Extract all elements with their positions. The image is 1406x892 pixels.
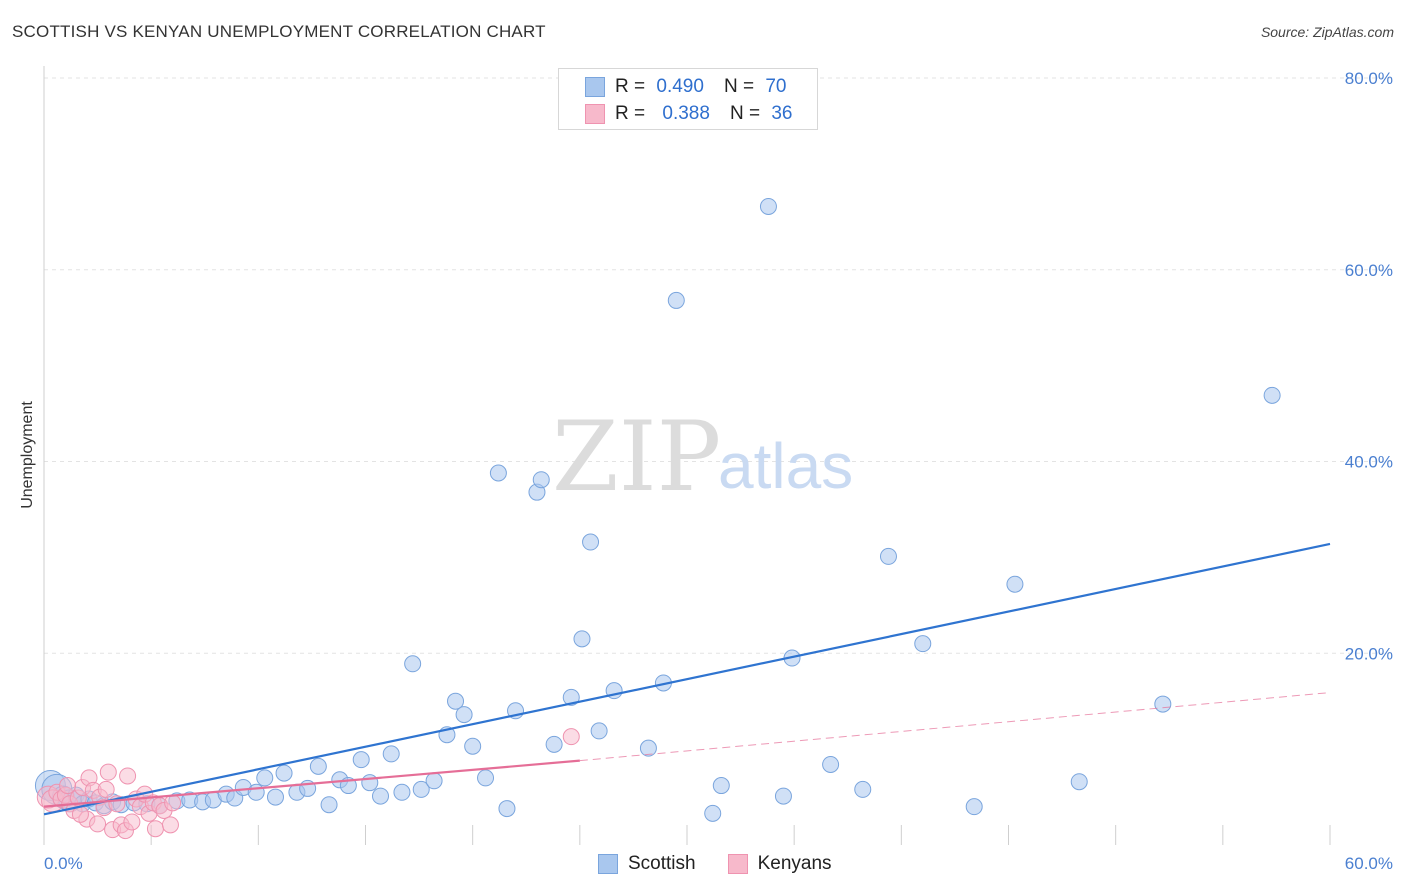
series-legend: Scottish Kenyans [598,853,864,875]
scottish-point [914,635,932,653]
scottish-point [582,533,600,551]
legend-r-value: 0.388 [662,103,710,124]
legend-item-scottish: Scottish [598,853,696,875]
watermark-atlas: atlas [718,430,853,502]
scottish-point [545,735,563,753]
source-credit: Source: ZipAtlas.com [1260,24,1394,40]
kenyan-point [164,794,182,812]
scottish-point [562,688,580,706]
scottish-point [712,777,730,795]
legend-r-label: R = [615,103,646,124]
scottish-point [309,757,327,775]
scottish-point [412,780,430,798]
kenyan-point [146,820,164,838]
correlation-legend: R = 0.490 N = 70 R = 0.388 N = 36 [558,68,818,130]
scottish-point [759,197,777,215]
scottish-point [477,769,495,787]
scottish-point [361,774,379,792]
tick-labels: 20.0% 40.0% 60.0% 80.0% 0.0% 60.0% [44,69,1393,873]
trend-layer [43,542,1331,816]
kenyans-legend-swatch [727,854,748,874]
scottish-point [532,471,550,489]
kenyan-point [161,816,179,834]
scottish-point [404,655,422,673]
scottish-trend-line [43,542,1331,816]
grid-layer [44,77,1392,654]
scottish-point [639,739,657,757]
scottish-point [965,798,983,816]
scottish-point [498,800,516,818]
scottish-point [352,751,370,769]
scottish-point [320,796,338,814]
points-layer [34,197,1281,840]
kenyan-point [89,815,107,833]
scottish-swatch [585,77,605,97]
scottish-point [822,755,840,773]
scottish-point [774,787,792,805]
scottish-point [447,692,465,710]
y-tick-label: 60.0% [1345,261,1393,280]
scottish-point [372,787,390,805]
scottish-point [1263,386,1281,404]
scottish-point [704,804,722,822]
watermark-zip: ZIP [552,401,721,513]
legend-row-kenyans: R = 0.388 N = 36 [585,103,792,125]
legend-scottish-label: Scottish [628,853,696,874]
x-tick-label-max: 60.0% [1345,854,1393,873]
scottish-point [590,722,608,740]
kenyan-point [97,780,115,798]
watermark: ZIP atlas [552,401,853,513]
scottish-point [455,706,473,724]
legend-n-label: N = [723,76,755,97]
scottish-point [854,780,872,798]
chart-title: SCOTTISH VS KENYAN UNEMPLOYMENT CORRELAT… [12,22,546,41]
legend-n-label: N = [729,103,761,124]
kenyan-point [119,767,137,785]
scottish-point [489,464,507,482]
kenyan-point [59,777,77,795]
kenyan-point [99,763,117,781]
x-tick-label-min: 0.0% [44,854,83,873]
scottish-legend-swatch [598,854,618,874]
legend-n-value: 36 [771,103,793,124]
legend-r-label: R = [615,76,646,97]
legend-kenyans-label: Kenyans [757,853,832,874]
kenyan-trend-line [43,759,580,808]
legend-row-scottish: R = 0.490 N = 70 [585,76,786,98]
scottish-point [573,630,591,648]
legend-item-kenyans: Kenyans [727,853,832,875]
scottish-point [382,745,400,763]
y-tick-label: 80.0% [1345,69,1393,88]
kenyan-point [562,728,580,746]
y-tick-label: 20.0% [1345,644,1393,663]
scottish-point [667,291,685,309]
scottish-point [275,764,293,782]
kenyan-trend-extension [579,692,1331,762]
scottish-point [393,783,411,801]
kenyan-point [123,813,141,831]
scottish-point [256,769,274,787]
scottish-point [1154,695,1172,713]
kenyans-swatch [585,104,605,124]
scottish-point [879,547,897,565]
scottish-point [266,788,284,806]
axis-layer [43,66,1331,845]
scottish-point [1006,575,1024,593]
scottish-point [425,772,443,790]
scottish-point [247,783,265,801]
y-tick-label: 40.0% [1345,453,1393,472]
legend-n-value: 70 [765,76,787,97]
scottish-point [1070,773,1088,791]
scottish-point [464,737,482,755]
legend-r-value: 0.490 [656,76,704,97]
